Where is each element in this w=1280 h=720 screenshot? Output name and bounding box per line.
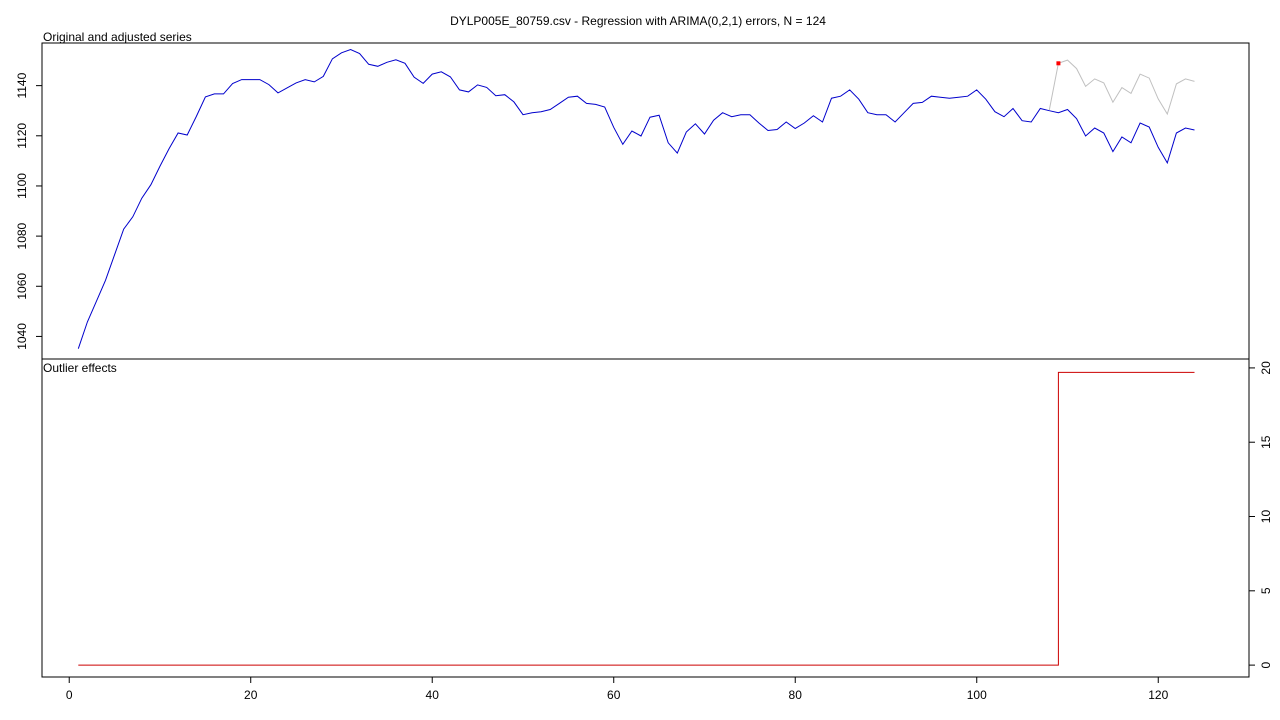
bottom-y-tick-label-2: 10 xyxy=(1259,510,1273,524)
top-y-tick-label-2: 1080 xyxy=(15,222,29,249)
top-y-tick-label-3: 1100 xyxy=(15,173,29,199)
x-tick-label-2: 40 xyxy=(426,688,440,702)
x-tick-label-5: 100 xyxy=(967,688,987,702)
top-panel-label: Original and adjusted series xyxy=(43,30,192,44)
series-effect-line xyxy=(78,371,1195,666)
x-tick-label-3: 60 xyxy=(607,688,621,702)
bottom-y-tick-label-4: 20 xyxy=(1259,361,1273,375)
top-y-tick-label-0: 1040 xyxy=(15,323,29,350)
bottom-panel-frame xyxy=(41,358,1250,678)
bottom-series-group xyxy=(78,371,1195,666)
series-original-line xyxy=(1048,59,1195,116)
top-panel-frame xyxy=(41,42,1250,360)
bottom-y-axis: 0 5 10 15 20 xyxy=(1249,361,1273,668)
x-tick-label-4: 80 xyxy=(789,688,803,702)
bottom-y-tick-label-0: 0 xyxy=(1259,661,1273,668)
bottom-y-tick-label-1: 5 xyxy=(1259,587,1273,594)
top-series-group xyxy=(77,48,1195,349)
x-tick-label-0: 0 xyxy=(66,688,73,702)
bottom-panel: Outlier effects 0 5 10 15 20 0 20 40 60 80 100 120 xyxy=(41,358,1273,702)
outlier-point xyxy=(1056,61,1061,66)
top-y-axis: 1040 1060 1080 1100 1120 1140 xyxy=(15,72,42,350)
bottom-panel-label: Outlier effects xyxy=(43,361,117,375)
series-adjusted-line xyxy=(77,48,1195,349)
chart-title: DYLP005E_80759.csv - Regression with ARI… xyxy=(450,14,826,28)
x-tick-label-1: 20 xyxy=(244,688,258,702)
top-y-tick-label-1: 1060 xyxy=(15,273,29,300)
top-panel: Original and adjusted series 1040 1060 108… xyxy=(15,30,1250,360)
top-y-tick-label-4: 1120 xyxy=(15,123,29,149)
x-axis: 0 20 40 60 80 100 120 xyxy=(66,677,1169,702)
top-y-tick-label-5: 1140 xyxy=(15,72,29,98)
bottom-y-tick-label-3: 15 xyxy=(1259,435,1273,449)
x-tick-label-6: 120 xyxy=(1148,688,1168,702)
